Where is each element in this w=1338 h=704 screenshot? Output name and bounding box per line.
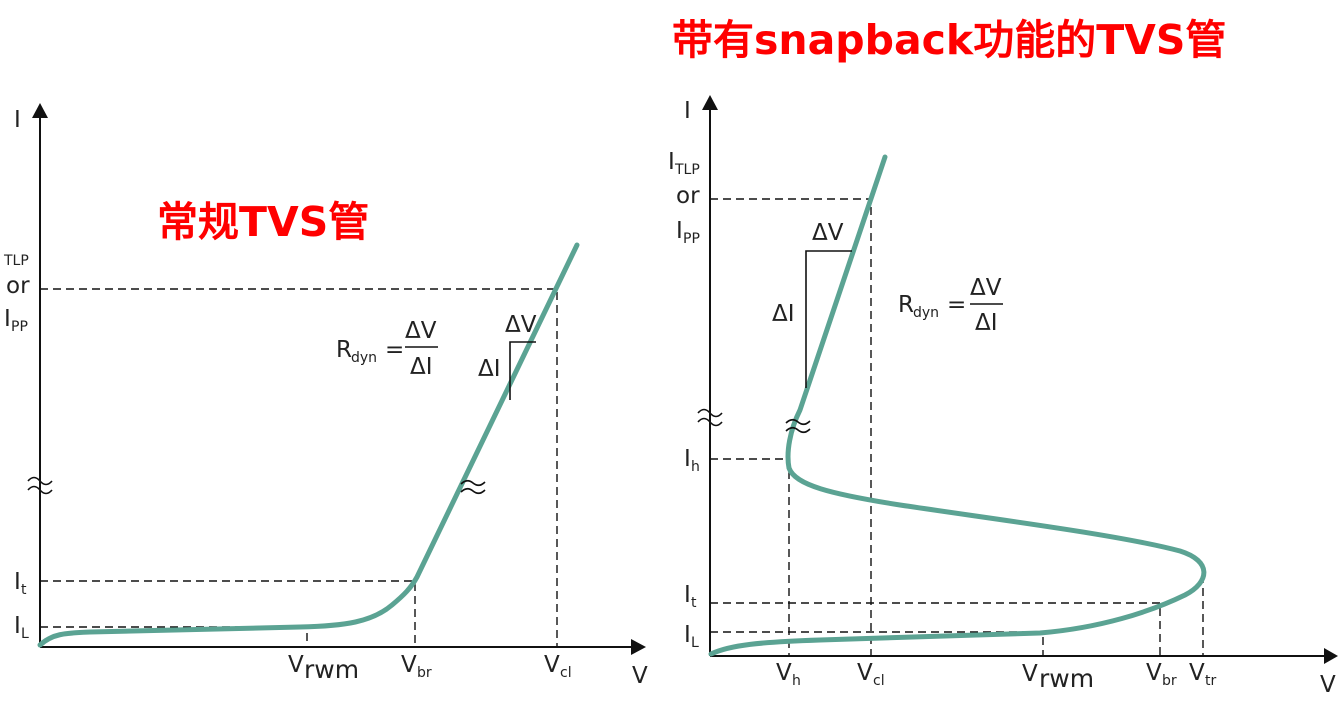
left-formula-eq: = <box>385 337 404 363</box>
left-x-axis-arrow <box>631 639 646 655</box>
left-formula-r-sub: dyn <box>351 350 377 366</box>
right-il-sub: L <box>691 635 699 651</box>
right-vh-main: V <box>776 660 792 686</box>
right-vcl-sub: cl <box>873 673 885 689</box>
left-vrwm-main: V <box>288 652 304 678</box>
right-ih-vh-guide <box>710 458 790 656</box>
right-triangle-di: ΔI <box>772 301 795 327</box>
right-ih-main: I <box>684 446 691 472</box>
left-ipp-sub: PP <box>11 319 28 335</box>
left-slope-triangle <box>509 341 536 400</box>
right-iv-diagram: ΔV ΔI R dyn = ΔV ΔI I I TLP or I PP I h … <box>668 95 1338 698</box>
right-ipp-main: I <box>676 218 683 244</box>
right-ih-sub: h <box>691 459 700 475</box>
left-triangle-di: ΔI <box>478 356 501 382</box>
right-slope-triangle <box>805 250 852 388</box>
right-il-main: I <box>684 622 691 648</box>
right-vtr-sub: tr <box>1205 673 1216 689</box>
left-itlp-main: I <box>0 240 1 266</box>
left-axis-v-label: V <box>632 663 648 689</box>
snapback-tvs-title: 带有snapback功能的TVS管 <box>672 16 1227 64</box>
right-triangle-dv: ΔV <box>812 220 844 246</box>
left-iv-diagram: ΔV ΔI R dyn = ΔV ΔI I I TLP or I PP I t … <box>0 103 648 689</box>
right-vcl-main: V <box>857 660 873 686</box>
right-it-sub: t <box>691 595 697 611</box>
left-axis-i-label: I <box>14 107 21 133</box>
right-formula-den: ΔI <box>975 310 998 336</box>
right-it-vbr-guide <box>710 602 1161 656</box>
left-it-sub: t <box>21 582 27 598</box>
left-itlp-sub: TLP <box>3 253 29 269</box>
right-y-axis-break <box>697 408 723 427</box>
regular-tvs-title: 常规TVS管 <box>157 198 370 246</box>
right-vbr-sub: br <box>1162 673 1177 689</box>
left-ipp-main: I <box>4 306 11 332</box>
left-or-label: or <box>6 273 30 299</box>
right-vrwm-main: V <box>1022 661 1038 687</box>
right-axis-v-label: V <box>1320 672 1336 698</box>
left-y-axis-break <box>27 476 53 495</box>
right-itlp-sub: TLP <box>674 162 700 178</box>
left-vcl-main: V <box>544 652 560 678</box>
left-vrwm-sub: rwm <box>304 655 359 684</box>
right-curve-break <box>785 418 811 434</box>
right-ipp-sub: PP <box>683 231 700 247</box>
left-formula-den: ΔI <box>410 354 433 380</box>
right-vtr-main: V <box>1189 660 1205 686</box>
right-iv-curve <box>708 154 1207 657</box>
right-formula-num: ΔV <box>970 275 1002 301</box>
right-itlp-main: I <box>668 149 675 175</box>
right-formula-r: R <box>898 292 914 318</box>
left-ipp-vcl-guide <box>40 288 558 647</box>
left-curve-break <box>460 479 486 495</box>
right-y-axis-arrow <box>702 95 718 110</box>
left-y-axis-arrow <box>32 103 48 118</box>
right-or-label: or <box>676 183 700 209</box>
left-formula-r: R <box>336 337 352 363</box>
right-axis-i-label: I <box>684 98 691 124</box>
right-x-axis-arrow <box>1324 648 1338 664</box>
left-vbr-sub: br <box>417 665 432 681</box>
left-triangle-dv: ΔV <box>505 312 537 338</box>
left-it-vbr-guide <box>40 580 416 647</box>
right-vbr-main: V <box>1146 660 1162 686</box>
left-vcl-sub: cl <box>560 665 572 681</box>
left-it-main: I <box>14 569 21 595</box>
left-il-sub: L <box>21 626 29 642</box>
right-formula-r-sub: dyn <box>913 305 939 321</box>
left-iv-curve <box>37 242 580 648</box>
right-vrwm-sub: rwm <box>1039 664 1094 693</box>
left-il-main: I <box>14 613 21 639</box>
right-formula-eq: = <box>947 292 966 318</box>
left-vbr-main: V <box>401 652 417 678</box>
right-it-main: I <box>684 582 691 608</box>
left-formula-num: ΔV <box>405 318 437 344</box>
right-vh-sub: h <box>792 673 801 689</box>
